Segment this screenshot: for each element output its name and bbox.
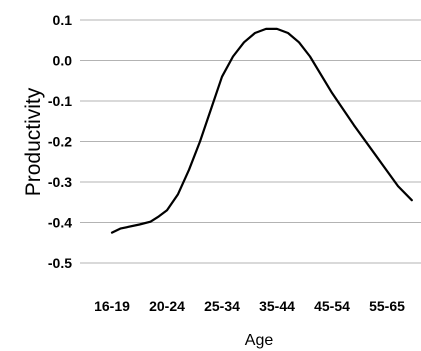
x-tick-label: 25-34 (204, 298, 240, 314)
y-tick-label: -0.4 (48, 215, 72, 231)
plot-area (110, 27, 413, 234)
x-tick-label: 35-44 (259, 298, 295, 314)
y-tick-label: 0.1 (53, 12, 73, 28)
y-tick-label: -0.5 (48, 255, 72, 271)
x-tick-label: 20-24 (149, 298, 185, 314)
x-tick-label: 16-19 (94, 298, 130, 314)
y-tick-label: -0.1 (48, 93, 72, 109)
x-tick-label: 55-65 (369, 298, 405, 314)
x-axis-label: Age (245, 332, 274, 349)
y-tick-label: -0.2 (48, 134, 72, 150)
x-tick-label: 45-54 (314, 298, 350, 314)
y-tick-label: -0.3 (48, 174, 72, 190)
y-tick-label: 0.0 (53, 53, 73, 69)
series-line (110, 27, 413, 234)
y-axis-label: Productivity (22, 87, 45, 196)
y-axis-ticks: 0.1 0.0 -0.1 -0.2 -0.3 -0.4 -0.5 (48, 12, 72, 271)
gridlines (80, 19, 421, 264)
x-axis-ticks: 16-19 20-24 25-34 35-44 45-54 55-65 (94, 298, 405, 314)
